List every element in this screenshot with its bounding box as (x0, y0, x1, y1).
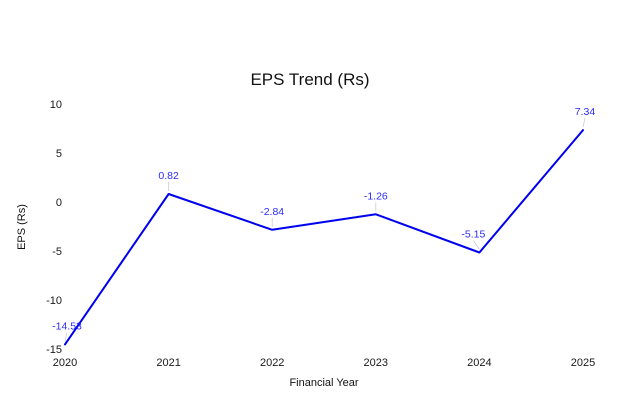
data-point-label: -2.84 (260, 206, 284, 218)
data-point-label: -14.53 (52, 320, 82, 332)
data-point-label: -1.26 (364, 190, 388, 202)
y-tick-label: 0 (56, 197, 62, 209)
y-tick-label: 5 (56, 148, 62, 160)
data-point-label: 0.82 (158, 170, 179, 182)
x-tick-label: 2020 (53, 357, 77, 369)
y-tick-label: -15 (46, 344, 62, 356)
data-label-leader-line (64, 332, 68, 342)
x-tick-label: 2025 (571, 357, 595, 369)
y-tick-label: 10 (50, 99, 62, 111)
eps-line-series (64, 129, 584, 346)
x-tick-label: 2024 (467, 357, 491, 369)
x-tick-label: 2021 (156, 357, 180, 369)
data-point-label: -5.15 (461, 228, 485, 240)
data-point-label: 7.34 (575, 106, 596, 118)
data-label-leader-line (473, 240, 480, 250)
y-axis-title-text: EPS (Rs) (16, 204, 28, 250)
x-tick-label: 2023 (364, 357, 388, 369)
y-tick-label: -5 (52, 246, 62, 258)
data-label-leader-line (582, 117, 586, 128)
x-tick-label: 2022 (260, 357, 284, 369)
y-tick-label: -10 (46, 295, 62, 307)
chart-title: EPS Trend (Rs) (250, 70, 370, 89)
x-axis-title: Financial Year (289, 377, 359, 389)
